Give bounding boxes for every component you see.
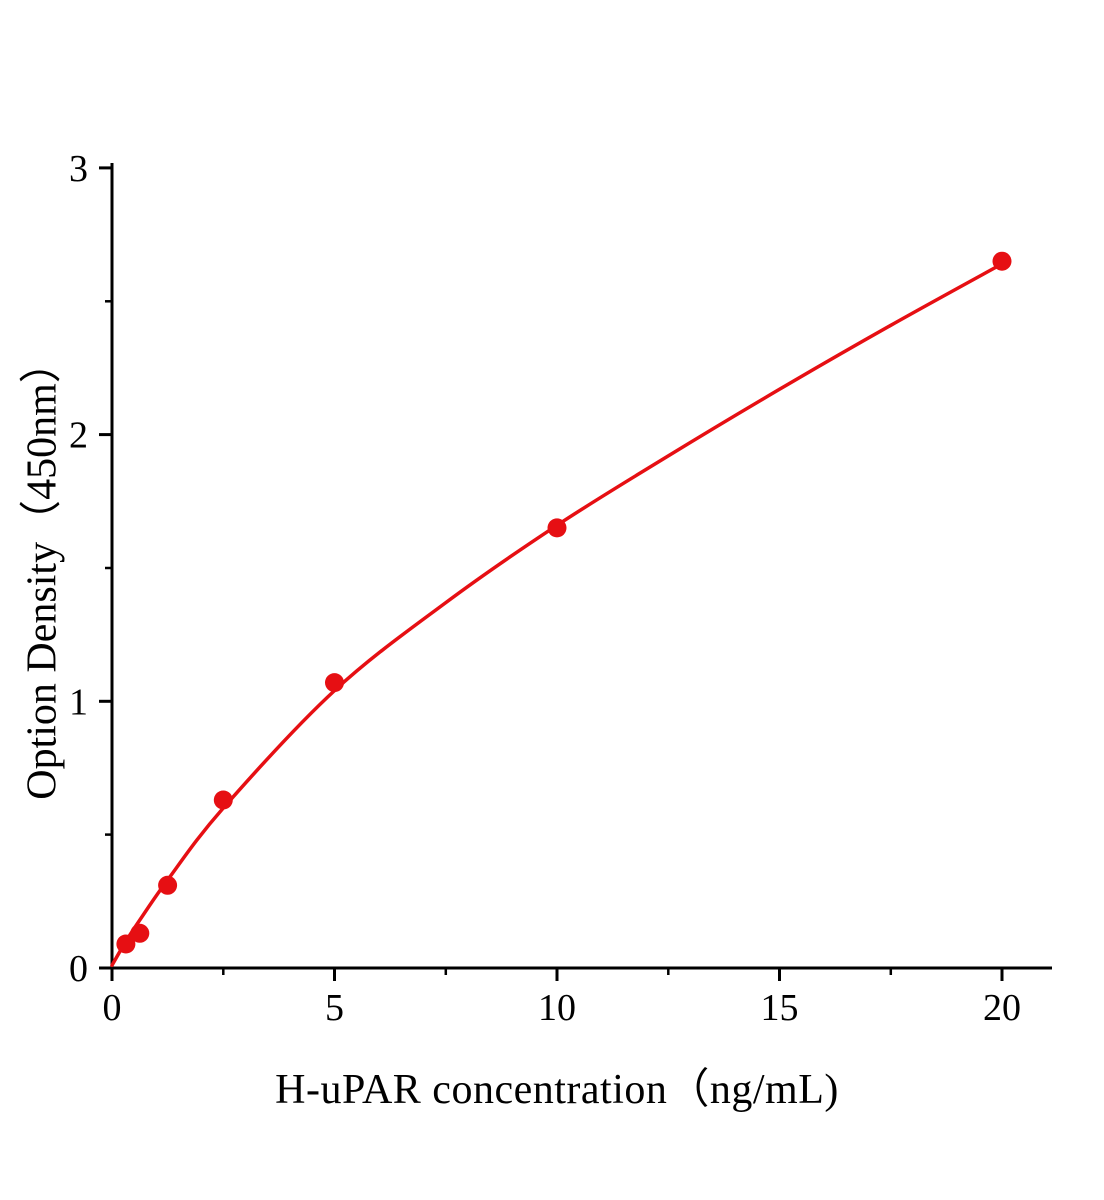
y-axis-label: Option Density（450nm） — [19, 341, 66, 800]
data-point — [213, 790, 233, 810]
x-tick-label: 5 — [325, 987, 344, 1029]
x-tick-label: 0 — [103, 987, 122, 1029]
data-point — [158, 875, 178, 895]
data-point — [992, 251, 1012, 271]
y-tick-label: 2 — [69, 415, 88, 457]
data-point — [547, 518, 567, 538]
data-point — [325, 673, 344, 693]
x-tick-label: 10 — [538, 987, 576, 1029]
x-axis-label: H-uPAR concentration（ng/mL) — [275, 1067, 839, 1113]
data-point — [116, 934, 136, 954]
y-tick-label: 3 — [69, 148, 88, 190]
x-tick-label: 15 — [761, 987, 799, 1029]
data-point — [130, 923, 150, 943]
y-tick-label: 0 — [69, 948, 88, 990]
x-tick-label: 20 — [983, 987, 1021, 1029]
fit-curve-line — [110, 262, 1004, 968]
y-tick-label: 1 — [69, 681, 88, 723]
